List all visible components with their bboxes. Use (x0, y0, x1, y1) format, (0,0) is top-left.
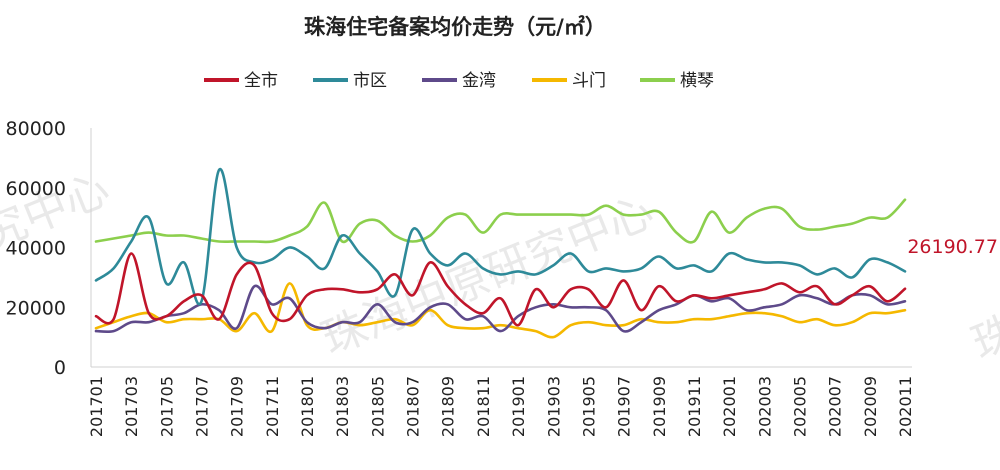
x-tick-label: 202011 (896, 376, 915, 437)
y-tick-label: 80000 (6, 118, 66, 140)
watermark-text-right: 珠 (965, 306, 1000, 370)
watermark-text: 珠海中原研究中心 (315, 186, 660, 365)
x-tick-label: 201703 (122, 376, 141, 437)
series-line-3 (94, 282, 907, 339)
legend: 全市 市区 金湾 斗门 横琴 (204, 71, 714, 91)
y-tick-label: 40000 (6, 238, 66, 260)
legend-label-1: 市区 (353, 71, 387, 91)
x-tick-label: 201701 (87, 376, 106, 437)
x-tick-label: 201711 (263, 376, 282, 437)
x-tick-label: 201705 (157, 376, 176, 437)
x-tick-label: 202005 (790, 376, 809, 437)
x-tick-label: 201909 (650, 376, 669, 437)
x-tick-label: 201907 (615, 376, 634, 437)
x-tick-label: 201911 (685, 376, 704, 437)
x-tick-label: 201905 (579, 376, 598, 437)
x-tick-label: 201803 (333, 376, 352, 437)
series-lines (94, 168, 907, 339)
x-tick-label: 201901 (509, 376, 528, 437)
x-tick-labels: 201701 201703 201705 201707 201709 201711 2018… (87, 376, 915, 437)
legend-label-3: 斗门 (572, 71, 606, 91)
series-line-4 (94, 198, 907, 244)
y-tick-label: 20000 (6, 297, 66, 319)
legend-label-4: 横琴 (680, 71, 714, 91)
x-tick-label: 202007 (826, 376, 845, 437)
chart-title: 珠海住宅备案均价走势（元/㎡） (304, 15, 606, 39)
series-line-1 (94, 168, 907, 306)
x-tick-label: 201709 (228, 376, 247, 437)
y-tick-label: 0 (54, 357, 66, 379)
x-tick-label: 201801 (298, 376, 317, 437)
x-tick-label: 201707 (193, 376, 212, 437)
y-tick-labels: 0 20000 40000 60000 80000 (6, 118, 66, 379)
last-value-label: 26190.77 (907, 236, 998, 258)
legend-label-2: 金湾 (462, 71, 496, 91)
x-tick-label: 202009 (861, 376, 880, 437)
series-line-0 (94, 252, 907, 327)
x-tick-label: 201903 (544, 376, 563, 437)
x-tick-label: 201809 (439, 376, 458, 437)
x-tick-label: 202003 (755, 376, 774, 437)
x-tick-label: 201807 (404, 376, 423, 437)
x-tick-label: 201811 (474, 376, 493, 437)
legend-label-0: 全市 (244, 71, 278, 91)
x-tick-label: 201805 (368, 376, 387, 437)
annotation: 26190.77 (907, 236, 998, 258)
series-line-2 (94, 284, 907, 334)
x-tick-label: 202001 (720, 376, 739, 437)
axes (90, 128, 912, 368)
y-tick-label: 60000 (6, 178, 66, 200)
watermark: 珠海中原研究中心 珠 究中心 (0, 163, 1000, 370)
